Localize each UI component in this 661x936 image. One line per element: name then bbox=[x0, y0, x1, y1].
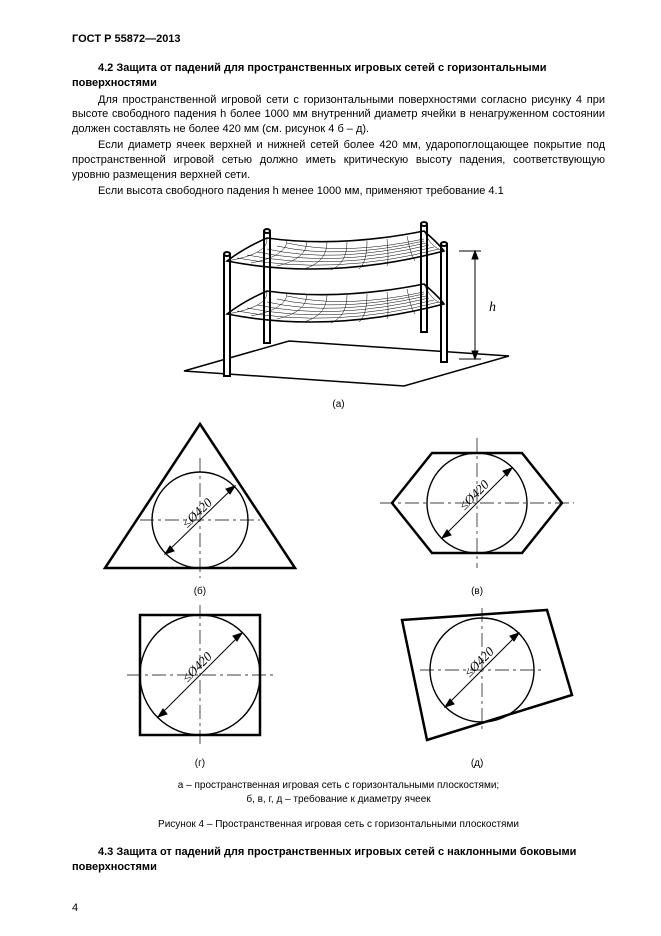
paragraph-3: Если высота свободного падения h менее 1… bbox=[72, 184, 605, 199]
page-number: 4 bbox=[72, 901, 78, 916]
section-text: Защита от падений для пространственных и… bbox=[72, 62, 547, 89]
figure-4d-quad: ≤Ø420 bbox=[372, 600, 582, 750]
label-d: (д) bbox=[349, 757, 605, 771]
svg-text:≤Ø420: ≤Ø420 bbox=[179, 649, 215, 685]
label-a: (а) bbox=[72, 398, 605, 412]
section-4-2-title: 4.2 Защита от падений для пространственн… bbox=[72, 61, 605, 91]
svg-text:≤Ø420: ≤Ø420 bbox=[461, 644, 497, 680]
legend-line-2: б, в, г, д – требование к диаметру ячеек bbox=[72, 793, 605, 808]
legend-line-1: а – пространственная игровая сеть с гори… bbox=[72, 779, 605, 794]
h-label: h bbox=[489, 300, 496, 315]
section-num: 4.3 bbox=[98, 846, 116, 858]
section-text: Защита от падений для пространственных и… bbox=[72, 846, 576, 873]
figure-legend: а – пространственная игровая сеть с гори… bbox=[72, 779, 605, 808]
svg-text:≤Ø420: ≤Ø420 bbox=[456, 476, 492, 512]
label-b: (б) bbox=[72, 585, 328, 599]
figure-row-2: ≤Ø420 (г) ≤Ø420 (д) bbox=[72, 600, 605, 770]
figure-row-1: ≤Ø420 (б) ≤Ø420 (в) bbox=[72, 418, 605, 598]
paragraph-1: Для пространственной игровой сети с гори… bbox=[72, 93, 605, 138]
svg-text:≤Ø420: ≤Ø420 bbox=[179, 494, 216, 530]
figure-4a-diagram: h bbox=[159, 206, 519, 396]
label-v: (в) bbox=[349, 585, 605, 599]
figure-caption: Рисунок 4 – Пространственная игровая сет… bbox=[72, 818, 605, 832]
figure-4b-triangle: ≤Ø420 bbox=[95, 418, 305, 578]
label-g: (г) bbox=[72, 757, 328, 771]
section-4-3-title: 4.3 Защита от падений для пространственн… bbox=[72, 845, 605, 875]
figure-4v-hexagon: ≤Ø420 bbox=[372, 428, 582, 578]
doc-header: ГОСТ Р 55872—2013 bbox=[72, 32, 605, 47]
figure-4: h (а) ≤Ø420 (б) bbox=[72, 206, 605, 831]
figure-4g-square: ≤Ø420 bbox=[115, 600, 285, 750]
paragraph-2: Если диаметр ячеек верхней и нижней сете… bbox=[72, 138, 605, 183]
section-num: 4.2 bbox=[98, 62, 116, 74]
